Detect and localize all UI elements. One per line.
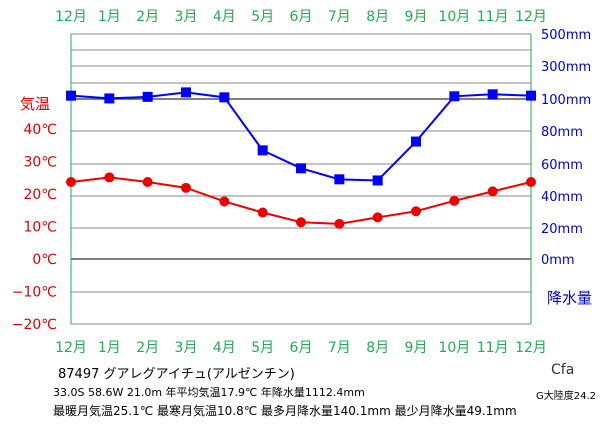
station-summary: 33.0S 58.6W 21.0m 年平均気温17.9℃ 年降水量1112.4m…	[53, 386, 365, 399]
month-label-bottom: 4月	[213, 340, 236, 356]
month-label-top: 12月	[515, 9, 547, 25]
precipitation-series	[66, 87, 536, 186]
temperature-tick-label: −20℃	[12, 317, 57, 333]
precipitation-point	[219, 92, 230, 103]
precipitation-point	[257, 145, 268, 156]
precipitation-point	[372, 175, 383, 186]
station-extremes: 最暖月気温25.1℃ 最寒月気温10.8℃ 最多月降水量140.1mm 最少月降…	[53, 404, 517, 418]
precipitation-point	[449, 91, 460, 102]
temperature-point	[526, 176, 536, 187]
month-label-bottom: 5月	[251, 340, 274, 356]
month-label-top: 11月	[477, 9, 509, 25]
month-label-bottom: 6月	[290, 340, 313, 356]
precipitation-point	[526, 90, 536, 101]
continentality-index: G大陸度24.2	[536, 391, 597, 402]
month-label-bottom: 9月	[405, 340, 428, 356]
month-label-top: 6月	[290, 9, 313, 25]
month-label-bottom: 12月	[515, 340, 547, 356]
precipitation-tick-label: 300mm	[541, 60, 591, 75]
climate-chart: 12月 1月 2月 3月 4月 5月 6月 7月 8月 9月 10月 11月 12月 12月 1月 2月 3月…	[12, 9, 592, 356]
month-label-bottom: 2月	[136, 340, 159, 356]
month-label-top: 4月	[213, 9, 236, 25]
month-label-bottom: 7月	[328, 340, 351, 356]
month-label-bottom: 11月	[477, 340, 509, 356]
temperature-point	[372, 212, 383, 223]
temperature-point	[296, 217, 306, 228]
temperature-tick-label: −10℃	[12, 285, 57, 301]
temperature-axis-ticks: 40℃ 30℃ 20℃ 10℃ 0℃ −10℃ −20℃	[12, 122, 57, 333]
bottom-month-labels: 12月 1月 2月 3月 4月 5月 6月 7月 8月 9月 10月 11月 12月	[55, 340, 547, 356]
month-label-top: 2月	[136, 9, 159, 25]
temperature-tick-label: 20℃	[23, 187, 57, 203]
precipitation-point	[411, 136, 421, 147]
temperature-tick-label: 0℃	[32, 252, 57, 268]
precipitation-point	[181, 87, 191, 98]
temperature-point	[449, 195, 460, 206]
precipitation-tick-label: 60mm	[541, 158, 583, 173]
precipitation-tick-label: 500mm	[541, 28, 591, 43]
precipitation-axis-ticks: 500mm 300mm 100mm 80mm 60mm 40mm 20mm 0mm	[541, 28, 591, 268]
temperature-point	[334, 218, 345, 229]
month-label-bottom: 10月	[438, 340, 470, 356]
precipitation-tick-label: 40mm	[541, 190, 583, 205]
temperature-series	[66, 172, 536, 229]
precipitation-point	[142, 91, 153, 102]
month-label-top: 3月	[175, 9, 198, 25]
month-label-top: 5月	[251, 9, 274, 25]
month-label-top: 8月	[366, 9, 389, 25]
precipitation-tick-label: 80mm	[541, 125, 583, 140]
temperature-point	[487, 186, 498, 197]
top-month-labels: 12月 1月 2月 3月 4月 5月 6月 7月 8月 9月 10月 11月 12月	[55, 9, 547, 25]
month-label-bottom: 3月	[175, 340, 198, 356]
precipitation-point	[104, 93, 115, 104]
precipitation-point	[66, 90, 76, 101]
precipitation-tick-label: 20mm	[541, 222, 583, 237]
precipitation-point	[487, 89, 498, 100]
temperature-point	[257, 207, 268, 218]
temperature-tick-label: 30℃	[23, 155, 57, 171]
temperature-point	[219, 196, 230, 207]
month-label-bottom: 12月	[55, 340, 87, 356]
temperature-point	[142, 176, 153, 187]
station-title: 87497 グアレグアイチュ(アルゼンチン)	[58, 367, 295, 382]
month-label-top: 9月	[405, 9, 428, 25]
precipitation-tick-label: 100mm	[541, 93, 591, 108]
month-label-top: 7月	[328, 9, 351, 25]
chart-grid	[70, 33, 532, 325]
temperature-tick-label: 40℃	[23, 122, 57, 138]
temperature-line	[70, 176, 532, 225]
temperature-axis-label: 気温	[20, 95, 50, 113]
month-label-top: 10月	[438, 9, 470, 25]
month-label-top: 1月	[98, 9, 121, 25]
precipitation-axis-label: 降水量	[547, 289, 592, 307]
precipitation-tick-label: 0mm	[541, 253, 575, 268]
month-label-top: 12月	[55, 9, 87, 25]
temperature-tick-label: 10℃	[23, 220, 57, 236]
temperature-point	[411, 206, 421, 217]
precipitation-point	[334, 174, 345, 185]
month-label-bottom: 8月	[366, 340, 389, 356]
precipitation-point	[296, 163, 306, 174]
temperature-point	[104, 172, 115, 183]
climate-class: Cfa	[551, 362, 575, 378]
temperature-point	[66, 176, 76, 187]
month-label-bottom: 1月	[98, 340, 121, 356]
temperature-point	[181, 182, 191, 193]
